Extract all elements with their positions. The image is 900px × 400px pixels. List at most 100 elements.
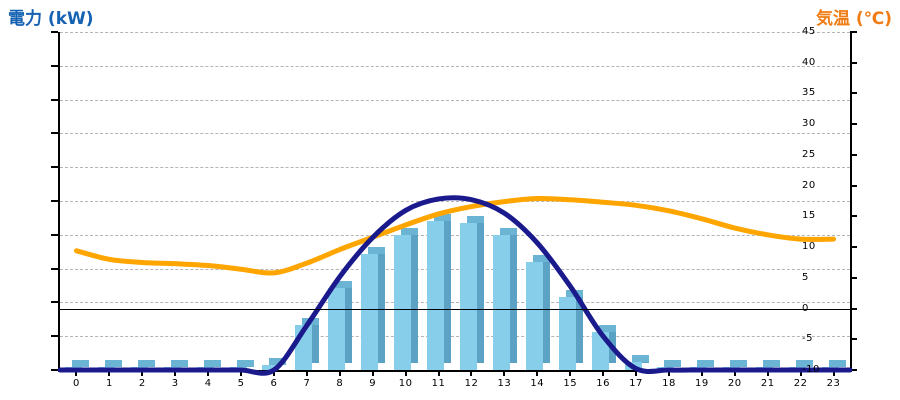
axis-tick <box>51 31 58 33</box>
bar-top <box>499 227 517 235</box>
bar-face <box>361 254 379 370</box>
bar-top <box>664 360 682 367</box>
x-axis-tick-label: 18 <box>662 378 676 389</box>
x-axis-tick-label: 23 <box>826 378 841 389</box>
bar <box>427 214 452 370</box>
axis-tick <box>51 200 58 202</box>
axis-tick <box>850 276 857 279</box>
plot-area <box>51 31 857 376</box>
axis-tick <box>51 132 58 135</box>
gridline <box>60 99 850 102</box>
axis-tick <box>700 370 703 376</box>
bar-top <box>697 360 715 367</box>
axis-tick <box>272 370 275 376</box>
line-series-overlay <box>57 195 853 376</box>
x-axis-tick-label: 22 <box>793 378 808 389</box>
bar-side <box>345 280 353 363</box>
right-axis-tick-label: 45 <box>802 26 816 37</box>
bar-top <box>236 360 254 367</box>
gridline <box>60 65 850 68</box>
bar <box>394 227 419 370</box>
bar-side <box>575 290 583 363</box>
x-axis-tick-label: 0 <box>73 378 80 389</box>
axis-tick <box>51 98 58 101</box>
axis-tick <box>51 64 58 67</box>
gridline <box>60 201 850 203</box>
bar-top <box>532 254 550 262</box>
x-axis-tick-label: 8 <box>336 378 344 389</box>
axis-tick <box>569 370 572 376</box>
axis-tick <box>174 370 177 376</box>
right-axis-tick-label: 5 <box>802 271 809 283</box>
bar-top <box>137 360 155 367</box>
x-axis-tick-label: 21 <box>760 378 775 389</box>
axis-tick <box>850 338 857 341</box>
x-axis-tick-label: 7 <box>303 378 311 389</box>
x-axis-tick-label: 2 <box>138 378 146 389</box>
bar-top <box>466 215 484 223</box>
axis-tick <box>437 370 440 376</box>
axis-tick <box>371 370 374 376</box>
x-axis-tick-label: 9 <box>369 378 377 389</box>
right-axis-tick-label: -5 <box>802 333 813 345</box>
axis-tick <box>850 153 857 156</box>
x-axis-tick-label: 15 <box>563 378 578 389</box>
bar-side <box>444 214 452 363</box>
bar-top <box>203 360 221 367</box>
power-curve-line <box>57 195 853 376</box>
bar-face <box>262 364 280 370</box>
axis-tick <box>733 370 736 376</box>
bar-face <box>394 234 412 370</box>
bar-top <box>829 360 847 367</box>
bar-top <box>71 360 89 367</box>
axis-tick <box>338 370 341 376</box>
axis-tick <box>75 370 78 376</box>
axis-tick <box>108 370 111 376</box>
right-axis-tick-label: 25 <box>802 148 816 160</box>
axis-tick <box>51 369 58 371</box>
x-axis-tick-label: 3 <box>171 378 179 389</box>
axis-tick <box>51 335 58 338</box>
axis-tick <box>850 215 857 218</box>
bar-face <box>558 297 576 370</box>
gridline <box>60 234 850 237</box>
bar-top <box>598 325 616 333</box>
x-axis-tick-label: 20 <box>727 378 742 389</box>
axis-tick <box>141 370 144 376</box>
bar-face <box>525 261 543 370</box>
axis-tick <box>850 31 857 33</box>
bar-top <box>434 214 452 222</box>
bar-top <box>730 360 748 367</box>
bar-top <box>368 247 386 255</box>
bar <box>361 247 386 370</box>
bar <box>492 227 517 370</box>
bar-face <box>459 222 477 370</box>
bar-face <box>492 234 510 370</box>
bar-face <box>328 287 346 370</box>
axis-tick <box>850 92 857 95</box>
bar-top <box>269 357 287 365</box>
axis-tick <box>832 370 835 376</box>
axis-tick <box>536 370 539 376</box>
axis-tick <box>635 370 638 376</box>
bar-side <box>312 318 320 363</box>
right-axis-tick-label: 15 <box>802 210 816 222</box>
axis-tick <box>470 370 473 376</box>
left-axis-title: 電力 (kW) <box>8 9 94 29</box>
x-axis-tick-label: 6 <box>270 378 278 389</box>
temperature-line <box>73 195 837 276</box>
x-axis-tick-label: 12 <box>464 378 479 389</box>
axis-tick <box>850 246 857 249</box>
axis-tick <box>850 307 857 310</box>
axis-tick <box>51 267 58 270</box>
x-axis-tick-label: 14 <box>530 378 545 389</box>
right-axis-tick-label: 30 <box>802 118 816 130</box>
x-axis-line <box>58 370 852 372</box>
right-axis-tick-label: 10 <box>802 241 816 253</box>
gridline <box>60 133 850 135</box>
x-axis-tick-label: 1 <box>105 378 113 389</box>
axis-tick <box>602 370 605 376</box>
axis-tick <box>305 370 308 376</box>
x-axis-tick-label: 10 <box>398 378 413 389</box>
